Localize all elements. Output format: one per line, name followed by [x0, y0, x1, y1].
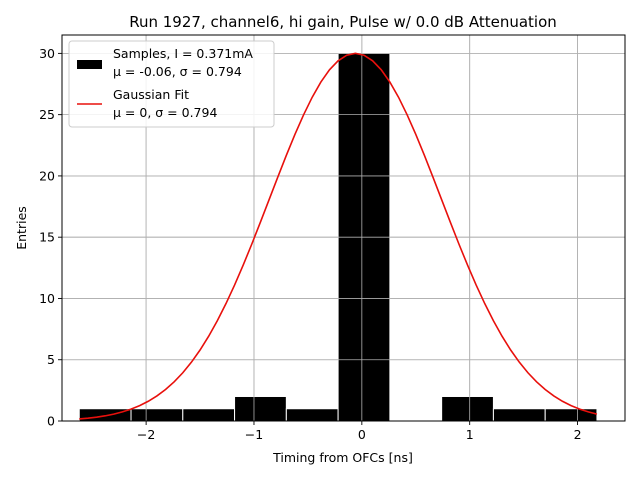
- legend-histogram-swatch: [77, 60, 102, 69]
- histogram-bar: [441, 395, 494, 422]
- y-tick-label: 30: [39, 46, 55, 61]
- x-tick-label: 1: [466, 427, 474, 442]
- x-tick-label: 2: [574, 427, 582, 442]
- gaussian-fit-line: [79, 52, 598, 420]
- y-tick-label: 25: [39, 107, 55, 122]
- histogram-bar: [182, 408, 236, 422]
- histogram-bar: [234, 395, 287, 422]
- chart-title: Run 1927, channel6, hi gain, Pulse w/ 0.…: [129, 13, 557, 31]
- legend-fit-stats: μ = 0, σ = 0.794: [113, 105, 217, 120]
- legend-fit-label: Gaussian Fit: [113, 87, 189, 102]
- y-axis-label: Entries: [14, 206, 29, 250]
- y-tick-label: 5: [47, 352, 55, 367]
- x-axis-label: Timing from OFCs [ns]: [272, 450, 413, 465]
- fit-curve-group: [79, 52, 598, 420]
- x-tick-label: 0: [358, 427, 366, 442]
- y-axis-ticks: 0 5 10 15 20 25 30: [39, 46, 62, 429]
- legend-box: [68, 40, 275, 128]
- histogram-bar: [285, 408, 339, 422]
- x-tick-label: −1: [245, 427, 263, 442]
- histogram-bar: [78, 408, 132, 422]
- y-tick-label: 15: [39, 230, 55, 245]
- histogram-bar: [544, 408, 598, 422]
- histogram-bar: [130, 408, 184, 422]
- y-tick-label: 0: [47, 414, 55, 429]
- y-tick-label: 10: [39, 291, 55, 306]
- legend: Samples, I = 0.371mA μ = -0.06, σ = 0.79…: [68, 40, 275, 128]
- legend-histogram-label: Samples, I = 0.371mA: [113, 46, 253, 61]
- plot-frame: [61, 34, 626, 422]
- x-axis-ticks: −2 −1 0 1 2: [137, 421, 582, 442]
- y-tick-label: 20: [39, 168, 55, 183]
- legend-histogram-stats: μ = -0.06, σ = 0.794: [113, 64, 242, 79]
- histogram-bars: [62, 35, 625, 422]
- x-tick-label: −2: [137, 427, 155, 442]
- histogram-bar: [492, 408, 546, 422]
